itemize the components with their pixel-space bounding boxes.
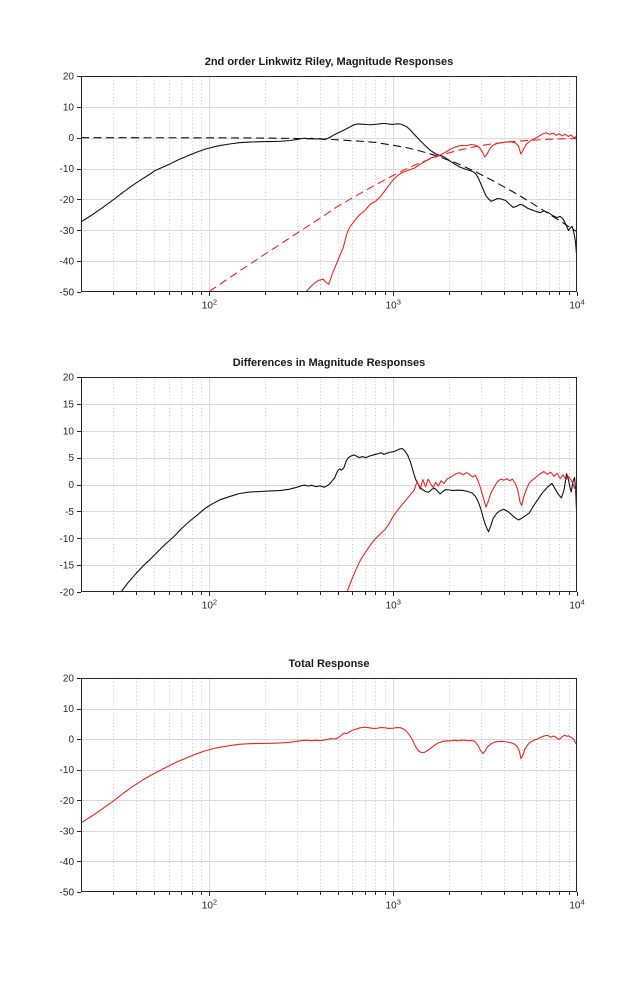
y-tick-label: 20	[63, 72, 75, 83]
y-tick-label: -30	[60, 826, 75, 837]
series-red-solid-tweeter-response-curve	[305, 132, 577, 293]
y-tick-label: -40	[60, 857, 75, 868]
y-tick-label: -30	[60, 226, 75, 237]
plot-canvas-total-response: 102 103 104 20 10 0 -10 -20 -30 -40 -50	[60, 674, 585, 912]
y-tick-label: -50	[60, 888, 75, 899]
series-black-solid-woofer-response-curve	[81, 122, 577, 260]
series-red-difference-tweeter-curve	[346, 471, 577, 593]
y-tick-label: 5	[68, 453, 74, 464]
y-tick-label: 0	[68, 735, 74, 746]
axes-box	[81, 678, 577, 892]
series-black-dashed-lowpass-target-curve	[81, 137, 577, 233]
series-red-dashed-highpass-target-curve	[209, 137, 577, 292]
y-tick-label: -10	[60, 534, 75, 545]
plot-total-response: Total Response 102 103 104 20 10 0 -10 -20 -30 -4…	[60, 658, 585, 912]
y-tick-label: 20	[63, 373, 75, 384]
y-tick-label: -20	[60, 796, 75, 807]
y-tick-label: 10	[63, 102, 75, 113]
y-tick-label: 0	[68, 480, 74, 491]
plot-differences: Differences in Magnitude Responses 102 10…	[60, 357, 585, 612]
plot-canvas-differences: 102 103 104 20 15 10 5 0 -5 -10 -15 -20	[60, 373, 585, 612]
y-tick-label: -50	[60, 288, 75, 299]
plot-title-differences: Differences in Magnitude Responses	[232, 357, 426, 369]
y-tick-label: -5	[65, 507, 74, 518]
x-tick-label: 103	[386, 898, 401, 912]
y-tick-label: -20	[60, 588, 75, 599]
x-tick-label: 104	[569, 298, 584, 312]
y-tick-label: -10	[60, 765, 75, 776]
x-tick-label: 102	[202, 898, 217, 912]
plot-canvas-magnitude-responses: 102 103 104 20 10 0 -10 -20 -30 -40 -50	[60, 72, 585, 312]
x-tick-label: 102	[202, 598, 217, 612]
y-tick-label: 10	[63, 426, 75, 437]
series-group	[120, 447, 577, 593]
series-black-difference-woofer-curve	[120, 447, 577, 593]
y-tick-label: -15	[60, 561, 75, 572]
series-group	[81, 122, 577, 293]
x-tick-label: 102	[202, 298, 217, 312]
plot-title-total-response: Total Response	[288, 658, 370, 670]
series-group	[81, 726, 577, 824]
y-tick-label: 20	[63, 674, 75, 685]
x-tick-label: 103	[386, 598, 401, 612]
plot-magnitude-responses: 2nd order Linkwitz Riley, Magnitude Resp…	[60, 56, 585, 312]
x-tick-label: 103	[386, 298, 401, 312]
series-red-total-response-curve	[81, 726, 577, 824]
y-tick-label: 10	[63, 704, 75, 715]
x-tick-label: 104	[569, 598, 584, 612]
y-tick-label: 0	[68, 133, 74, 144]
y-tick-label: -40	[60, 257, 75, 268]
y-tick-label: -10	[60, 164, 75, 175]
axes-box	[81, 377, 577, 592]
y-tick-label: -20	[60, 195, 75, 206]
x-tick-label: 104	[569, 898, 584, 912]
plot-title-magnitude-responses: 2nd order Linkwitz Riley, Magnitude Resp…	[204, 56, 454, 68]
axes-box	[81, 76, 577, 292]
y-tick-label: 15	[63, 399, 75, 410]
